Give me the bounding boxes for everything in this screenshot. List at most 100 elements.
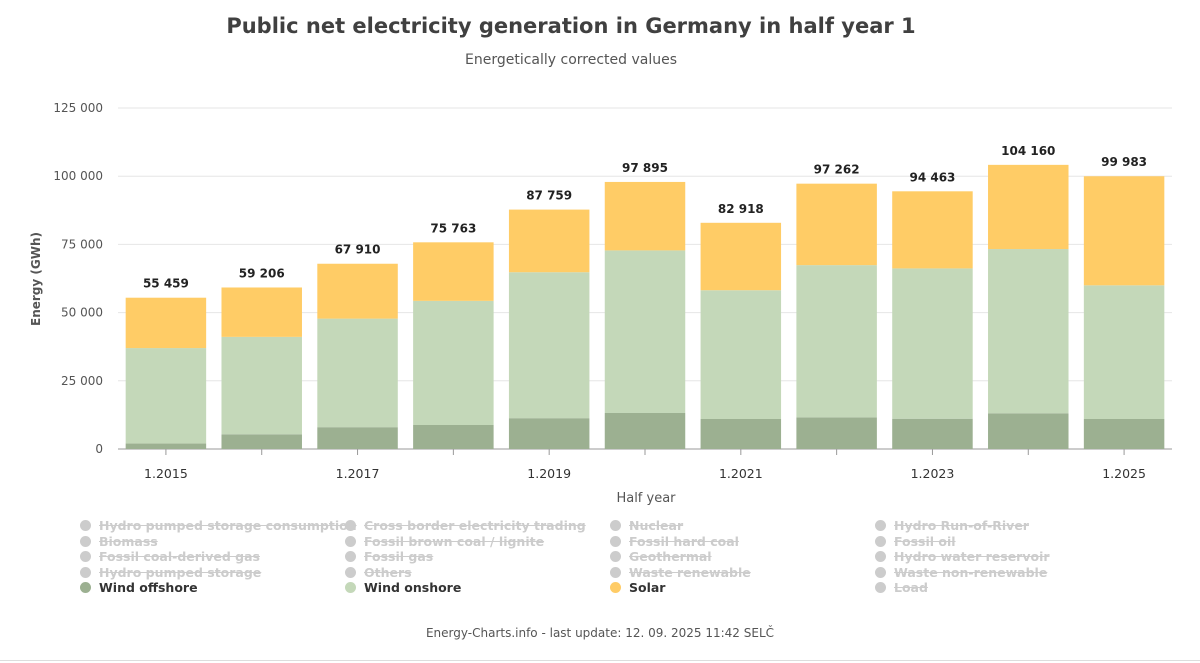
legend-item-hydro-pumped-storage[interactable]: Hydro pumped storage xyxy=(80,565,261,581)
bar-solar[interactable] xyxy=(892,191,973,269)
bar-wind-onshore[interactable] xyxy=(1083,285,1165,419)
legend-item-fossil-gas[interactable]: Fossil gas xyxy=(345,549,433,565)
legend-label: Wind onshore xyxy=(364,580,462,595)
legend-dot-icon xyxy=(80,551,91,562)
y-axis-label: Energy (GWh) xyxy=(29,232,43,326)
legend-label: Hydro pumped storage consumption xyxy=(99,518,357,533)
legend-item-fossil-oil[interactable]: Fossil oil xyxy=(875,534,956,550)
legend-label: Wind offshore xyxy=(99,580,198,595)
bar-solar[interactable] xyxy=(1083,176,1165,286)
legend-item-fossil-coal-derived-gas[interactable]: Fossil coal-derived gas xyxy=(80,549,260,565)
bar-wind-onshore[interactable] xyxy=(892,268,973,419)
bar-wind-offshore[interactable] xyxy=(796,417,877,449)
legend-item-load[interactable]: Load xyxy=(875,580,928,596)
legend-dot-icon xyxy=(875,535,886,547)
legend-item-waste-non-renewable[interactable]: Waste non-renewable xyxy=(875,565,1047,581)
bar-wind-onshore[interactable] xyxy=(125,348,207,444)
legend-item-fossil-hard-coal[interactable]: Fossil hard coal xyxy=(610,534,739,550)
legend-dot-icon xyxy=(875,582,886,593)
bar-solar[interactable] xyxy=(796,183,877,266)
total-label: 55 459 xyxy=(143,277,189,291)
legend-label: Load xyxy=(894,580,928,595)
bar-wind-offshore[interactable] xyxy=(221,434,302,449)
legend-dot-icon xyxy=(80,566,91,578)
y-tick-label: 50 000 xyxy=(61,306,103,320)
legend-label: Fossil oil xyxy=(894,533,956,549)
bar-wind-offshore[interactable] xyxy=(1083,418,1165,449)
legend-label: Waste renewable xyxy=(629,564,751,580)
legend-label: Others xyxy=(364,564,412,580)
total-label: 94 463 xyxy=(909,170,955,184)
bar-wind-offshore[interactable] xyxy=(125,443,207,449)
legend-item-fossil-brown-coal-lignite[interactable]: Fossil brown coal / lignite xyxy=(345,534,544,550)
legend-dot-icon xyxy=(610,520,621,531)
y-tick-label: 100 000 xyxy=(53,169,103,183)
legend-dot-icon xyxy=(345,582,356,593)
legend-dot-icon xyxy=(875,566,886,578)
total-label: 82 918 xyxy=(718,202,764,216)
legend-dot-icon xyxy=(345,535,356,547)
x-tick-label: 1.2015 xyxy=(144,466,188,481)
legend-item-hydro-pumped-storage-consumption[interactable]: Hydro pumped storage consumption xyxy=(80,518,357,534)
legend-item-solar[interactable]: Solar xyxy=(610,580,665,596)
bar-wind-onshore[interactable] xyxy=(700,290,782,419)
legend-item-hydro-run-of-river[interactable]: Hydro Run-of-River xyxy=(875,518,1029,534)
bar-solar[interactable] xyxy=(221,287,302,337)
legend-item-others[interactable]: Others xyxy=(345,565,412,581)
legend-item-geothermal[interactable]: Geothermal xyxy=(610,549,712,565)
legend-item-wind-offshore[interactable]: Wind offshore xyxy=(80,580,198,596)
bar-wind-onshore[interactable] xyxy=(317,318,398,428)
legend-dot-icon xyxy=(80,582,91,593)
bar-wind-onshore[interactable] xyxy=(988,249,1069,414)
total-label: 75 763 xyxy=(430,221,476,235)
bottom-divider xyxy=(0,660,1200,661)
legend-dot-icon xyxy=(610,551,621,562)
legend-item-cross-border-electricity-trading[interactable]: Cross border electricity trading xyxy=(345,518,586,534)
y-tick-label: 0 xyxy=(95,442,103,456)
legend-dot-icon xyxy=(610,566,621,578)
bar-solar[interactable] xyxy=(604,181,686,251)
legend-dot-icon xyxy=(80,535,91,547)
bar-wind-offshore[interactable] xyxy=(892,418,973,449)
legend-item-nuclear[interactable]: Nuclear xyxy=(610,518,683,534)
bar-wind-onshore[interactable] xyxy=(604,250,686,413)
legend-label: Hydro pumped storage xyxy=(99,564,262,580)
bar-wind-offshore[interactable] xyxy=(508,418,590,449)
bar-wind-offshore[interactable] xyxy=(317,427,398,449)
bar-wind-offshore[interactable] xyxy=(604,412,686,449)
legend-item-biomass[interactable]: Biomass xyxy=(80,534,158,550)
y-tick-label: 75 000 xyxy=(61,237,103,251)
bar-solar[interactable] xyxy=(700,222,782,291)
bar-solar[interactable] xyxy=(317,263,398,319)
legend-label: Biomass xyxy=(99,533,158,549)
bar-solar[interactable] xyxy=(413,242,494,301)
bar-wind-onshore[interactable] xyxy=(508,272,590,419)
bar-solar[interactable] xyxy=(508,209,590,273)
x-tick-label: 1.2019 xyxy=(527,466,571,481)
total-labels: 55 459 59 206 67 910 75 763 87 759 97 895 82 9… xyxy=(143,144,1147,291)
x-axis: 1.2015 1.2017 1.2019 1.2021 1.2023 1.2025 xyxy=(144,449,1146,481)
legend-dot-icon xyxy=(345,551,356,562)
x-tick-label: 1.2021 xyxy=(719,466,763,481)
bar-solar[interactable] xyxy=(125,297,207,349)
bar-wind-onshore[interactable] xyxy=(221,336,302,435)
total-label: 104 160 xyxy=(1001,144,1055,158)
x-tick-label: 1.2025 xyxy=(1102,466,1146,481)
chart-subtitle: Energetically corrected values xyxy=(464,52,678,68)
bar-wind-offshore[interactable] xyxy=(988,413,1069,449)
legend-label: Geothermal xyxy=(629,549,712,564)
legend-item-hydro-water-reservoir[interactable]: Hydro water reservoir xyxy=(875,549,1050,565)
y-tick-label: 25 000 xyxy=(61,374,103,388)
bar-wind-offshore[interactable] xyxy=(413,424,494,449)
x-tick-label: 1.2017 xyxy=(336,466,380,481)
bar-solar[interactable] xyxy=(988,164,1069,250)
bar-wind-offshore[interactable] xyxy=(700,418,782,449)
chart-title: Public net electricity generation in Ger… xyxy=(226,14,916,38)
legend-item-wind-onshore[interactable]: Wind onshore xyxy=(345,580,461,596)
bar-wind-onshore[interactable] xyxy=(413,300,494,425)
total-label: 67 910 xyxy=(335,243,381,257)
legend-label: Fossil brown coal / lignite xyxy=(364,533,545,549)
legend-label: Nuclear xyxy=(629,518,684,533)
bar-wind-onshore[interactable] xyxy=(796,265,877,418)
legend-item-waste-renewable[interactable]: Waste renewable xyxy=(610,565,751,581)
